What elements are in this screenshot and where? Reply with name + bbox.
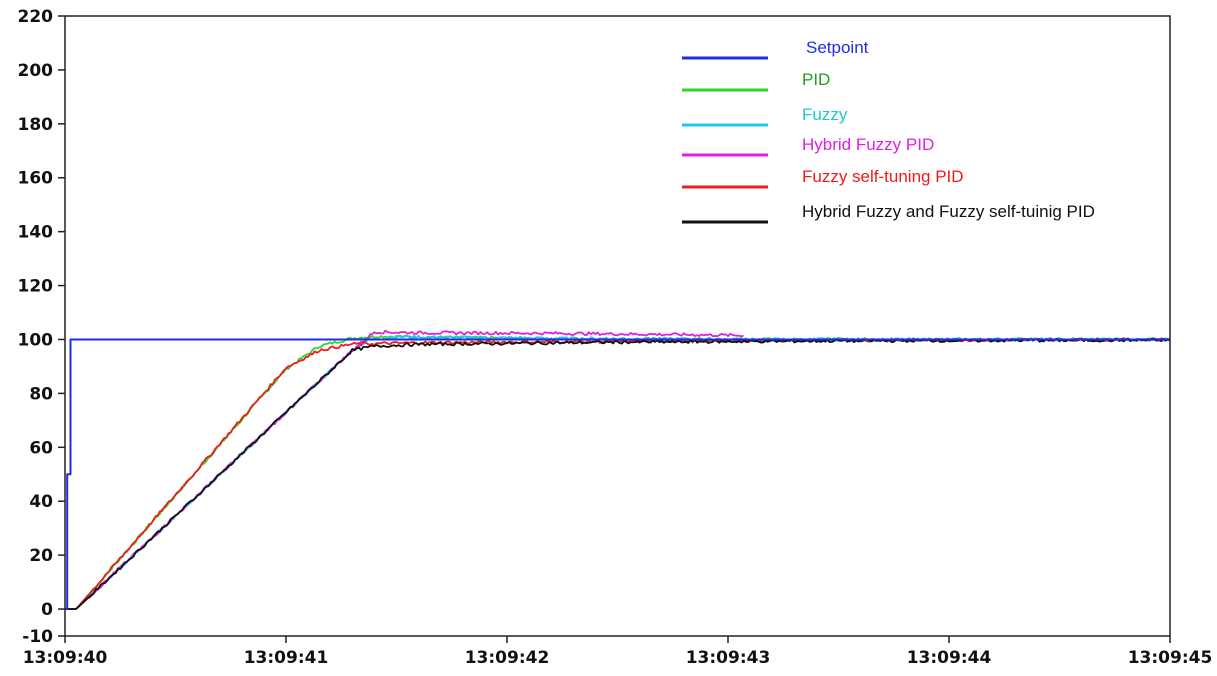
y-tick-label: 140 bbox=[18, 223, 54, 243]
legend-label: Hybrid Fuzzy and Fuzzy self-tuinig PID bbox=[802, 202, 1095, 221]
legend-label: PID bbox=[802, 70, 830, 89]
y-tick-label: 80 bbox=[29, 384, 53, 404]
legend-label: Fuzzy bbox=[802, 105, 848, 124]
x-tick-label: 13:09:42 bbox=[465, 648, 550, 668]
series-line-hybrid-fuzzy-and-fuzzy-self-tuinig-pid bbox=[65, 337, 1171, 610]
y-tick-label: 100 bbox=[18, 330, 54, 350]
legend-label: Setpoint bbox=[806, 38, 869, 57]
y-tick-label: 60 bbox=[29, 438, 53, 458]
x-tick-label: 13:09:44 bbox=[907, 648, 992, 668]
legend: Setpoint PID Fuzzy Hybrid Fuzzy PID Fuzzy se… bbox=[682, 38, 1095, 224]
x-tick-label: 13:09:40 bbox=[23, 648, 108, 668]
series-line-fuzzy-self-tuning-pid bbox=[65, 337, 1171, 610]
y-tick-label: 180 bbox=[18, 115, 54, 135]
x-tick-label: 13:09:45 bbox=[1128, 648, 1213, 668]
legend-label: Hybrid Fuzzy PID bbox=[802, 135, 934, 154]
x-tick-label: 13:09:41 bbox=[244, 648, 329, 668]
y-tick-label: 20 bbox=[29, 546, 53, 566]
y-tick-label: 220 bbox=[18, 7, 54, 27]
y-tick-label: 40 bbox=[29, 492, 53, 512]
plot-lines bbox=[65, 329, 1171, 610]
y-tick-label: 0 bbox=[41, 600, 53, 620]
y-tick-label: 120 bbox=[18, 277, 54, 297]
series-line-fuzzy bbox=[65, 334, 1171, 610]
legend-label: Fuzzy self-tuning PID bbox=[802, 167, 964, 186]
axes: -10 0 20 40 60 80 100 120 140 160 180 200 220 13:09:4… bbox=[18, 7, 1213, 668]
y-tick-label: 160 bbox=[18, 169, 54, 189]
y-tick-label: 200 bbox=[18, 61, 54, 81]
series-line-pid bbox=[65, 334, 1170, 610]
series-line-setpoint bbox=[65, 338, 1170, 610]
plot-frame bbox=[64, 15, 1171, 637]
x-tick-label: 13:09:43 bbox=[686, 648, 771, 668]
y-tick-label: -10 bbox=[22, 627, 53, 647]
series-line-hybrid-fuzzy-pid bbox=[65, 329, 744, 610]
